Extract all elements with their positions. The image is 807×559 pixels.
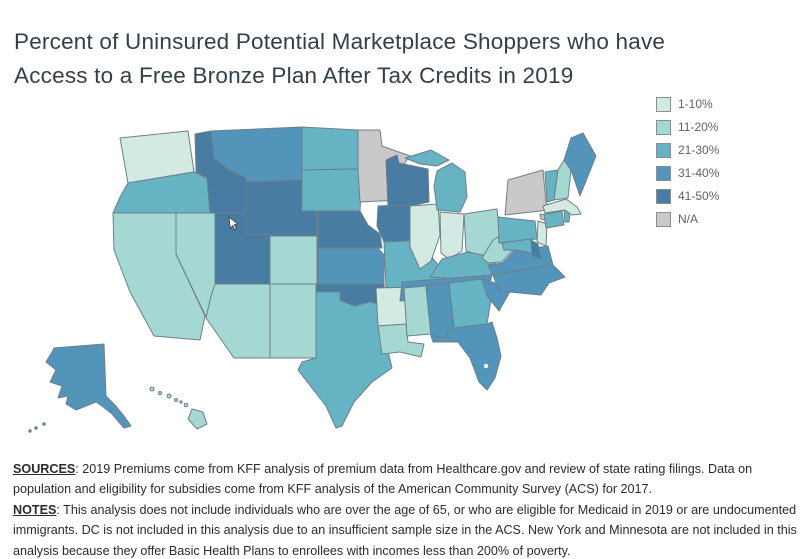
state-PA[interactable] xyxy=(497,216,538,244)
legend-swatch-41-50-icon xyxy=(656,189,671,204)
legend-item-31-40[interactable]: 31-40% xyxy=(656,166,719,181)
state-CT[interactable] xyxy=(543,210,565,229)
legend-swatch-31-40-icon xyxy=(656,166,671,181)
state-NM[interactable] xyxy=(269,283,317,359)
notes-label: NOTES xyxy=(13,502,57,517)
state-HI[interactable] xyxy=(149,386,208,430)
state-AK[interactable] xyxy=(28,343,132,433)
legend-label: 11-20% xyxy=(678,120,719,134)
legend-item-41-50[interactable]: 41-50% xyxy=(656,189,719,204)
legend-swatch-na-icon xyxy=(656,212,671,227)
state-CO[interactable] xyxy=(269,235,318,285)
state-MI[interactable] xyxy=(404,149,468,213)
legend-label: N/A xyxy=(678,212,699,226)
state-DE[interactable] xyxy=(530,239,542,260)
sources-label: SOURCES xyxy=(13,462,76,476)
state-ME[interactable] xyxy=(563,132,597,197)
legend-swatch-21-30-icon xyxy=(656,143,671,158)
state-NH[interactable] xyxy=(553,159,572,201)
legend-item-1-10[interactable]: 1-10% xyxy=(656,97,719,112)
state-ND[interactable] xyxy=(301,126,359,171)
sources-paragraph: SOURCES: 2019 Premiums come from KFF ana… xyxy=(13,459,799,500)
page-title-line2: Access to a Free Bronze Plan After Tax C… xyxy=(14,62,574,88)
page-title: Percent of Uninsured Potential Marketpla… xyxy=(14,25,754,93)
page-title-line1: Percent of Uninsured Potential Marketpla… xyxy=(14,29,666,55)
state-KS[interactable] xyxy=(317,247,385,285)
notes-paragraph: NOTES: This analysis does not include in… xyxy=(13,500,799,559)
state-NJ[interactable] xyxy=(536,220,548,247)
legend-label: 21-30% xyxy=(678,143,720,157)
state-TX[interactable] xyxy=(297,291,393,429)
state-GA[interactable] xyxy=(448,278,492,329)
state-NE[interactable] xyxy=(317,210,383,249)
lake-okeechobee-marker xyxy=(483,363,489,369)
state-AZ[interactable] xyxy=(205,283,271,359)
mouse-cursor xyxy=(228,215,239,231)
legend-swatch-11-20-icon xyxy=(656,120,671,135)
notes-text: : This analysis does not include individ… xyxy=(13,502,797,558)
state-FL[interactable] xyxy=(430,321,502,391)
state-MA[interactable] xyxy=(542,198,582,216)
legend-item-21-30[interactable]: 21-30% xyxy=(656,143,719,158)
legend-swatch-1-10-icon xyxy=(656,97,671,112)
legend-item-na[interactable]: N/A xyxy=(656,212,719,227)
legend-label: 1-10% xyxy=(678,97,713,111)
legend-item-11-20[interactable]: 11-20% xyxy=(656,120,719,135)
state-WI[interactable] xyxy=(385,154,430,207)
states-group xyxy=(28,126,597,433)
sources-text: : 2019 Premiums come from KFF analysis o… xyxy=(13,462,753,497)
state-SD[interactable] xyxy=(301,168,363,212)
legend-label: 31-40% xyxy=(678,166,720,180)
footer-notes: SOURCES: 2019 Premiums come from KFF ana… xyxy=(13,459,799,559)
legend: 1-10% 11-20% 21-30% 31-40% 41-50% N/A xyxy=(656,97,719,235)
state-IN[interactable] xyxy=(439,211,465,260)
legend-label: 41-50% xyxy=(678,189,720,203)
